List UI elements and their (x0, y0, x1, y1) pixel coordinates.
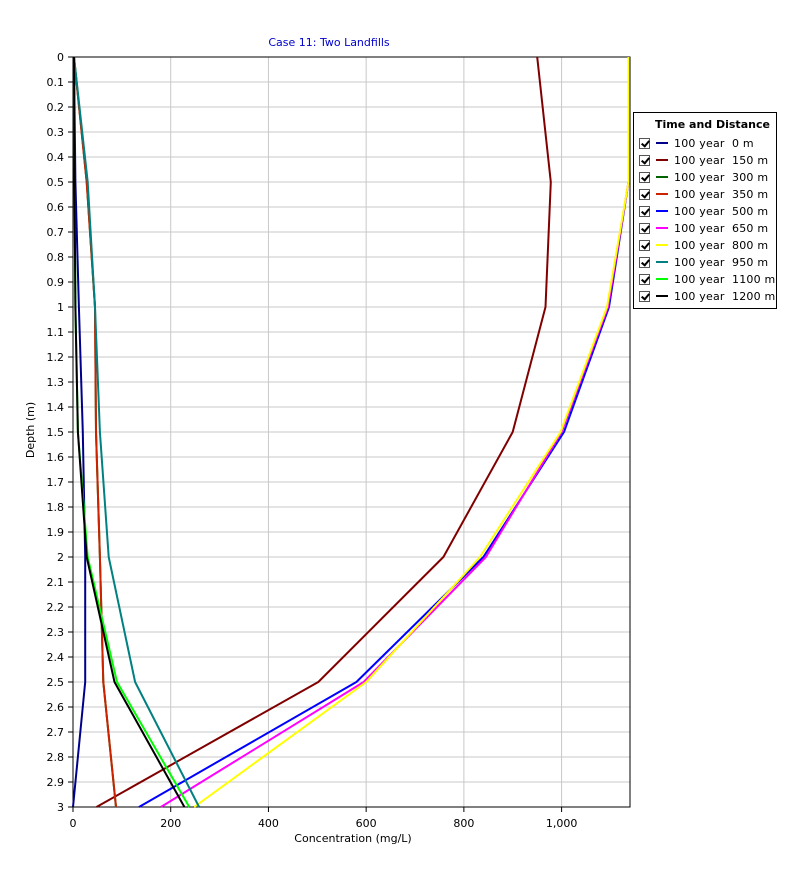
legend-swatch (656, 142, 668, 144)
legend-item[interactable]: 100 year 800 m (639, 238, 768, 252)
y-tick-label: 0.2 (47, 101, 65, 114)
y-tick-label: 1.7 (47, 476, 65, 489)
y-tick-label: 2.4 (47, 651, 65, 664)
legend-item[interactable]: 100 year 350 m (639, 187, 768, 201)
legend-swatch (656, 210, 668, 212)
legend-checkbox[interactable] (639, 205, 650, 217)
legend-title: Time and Distance (655, 118, 770, 131)
legend-item[interactable]: 100 year 150 m (639, 153, 768, 167)
legend-swatch (656, 278, 668, 280)
y-tick-label: 1.8 (47, 501, 65, 514)
y-tick-label: 2.7 (47, 726, 65, 739)
legend-swatch (656, 227, 668, 229)
y-tick-label: 3 (57, 801, 64, 814)
legend-item[interactable]: 100 year 500 m (639, 204, 768, 218)
legend-checkbox[interactable] (639, 290, 650, 302)
y-tick-label: 2.5 (47, 676, 65, 689)
y-axis: 0 0.1 0.2 0.3 0.4 0.5 0.6 0.7 0.8 0.9 1 1.1 1.2 1.3 1.… (47, 51, 73, 814)
y-tick-label: 0.8 (47, 251, 65, 264)
grid (72, 56, 630, 808)
series-line-10 (73, 56, 186, 808)
legend-swatch (656, 295, 668, 297)
legend-swatch (656, 159, 668, 161)
y-tick-label: 2.2 (47, 601, 65, 614)
x-tick-label: 400 (258, 817, 279, 830)
y-tick-label: 2.8 (47, 751, 65, 764)
x-tick-label: 800 (453, 817, 474, 830)
legend-label: 100 year 150 m (674, 153, 769, 167)
legend: Time and Distance 100 year 0 m 100 year 1… (633, 112, 777, 309)
legend-label: 100 year 350 m (674, 187, 769, 201)
legend-label: 100 year 650 m (674, 221, 769, 235)
legend-checkbox[interactable] (639, 137, 650, 149)
y-tick-label: 0.7 (47, 226, 65, 239)
y-tick-label: 1.1 (47, 326, 65, 339)
series-line-2 (96, 56, 552, 808)
legend-item[interactable]: 100 year 0 m (639, 136, 754, 150)
legend-item[interactable]: 100 year 300 m (639, 170, 768, 184)
series-group (72, 56, 630, 808)
y-tick-label: 0.5 (47, 176, 65, 189)
legend-item[interactable]: 100 year 650 m (639, 221, 768, 235)
y-tick-label: 1 (57, 301, 64, 314)
x-axis: 0 200 400 600 800 1,000 (70, 807, 578, 830)
y-tick-label: 2.3 (47, 626, 65, 639)
y-tick-label: 1.5 (47, 426, 65, 439)
chart-title: Case 11: Two Landfills (268, 36, 390, 49)
legend-label: 100 year 1100 m (674, 272, 776, 286)
y-tick-label: 0.6 (47, 201, 65, 214)
legend-checkbox[interactable] (639, 171, 650, 183)
y-tick-label: 2 (57, 551, 64, 564)
legend-item[interactable]: 100 year 1200 m (639, 289, 775, 303)
y-tick-label: 0.4 (47, 151, 65, 164)
y-tick-label: 1.2 (47, 351, 65, 364)
legend-item[interactable]: 100 year 950 m (639, 255, 768, 269)
legend-checkbox[interactable] (639, 273, 650, 285)
y-tick-label: 1.6 (47, 451, 65, 464)
x-tick-label: 1,000 (546, 817, 578, 830)
legend-swatch (656, 193, 668, 195)
y-tick-label: 0 (57, 51, 64, 64)
legend-checkbox[interactable] (639, 222, 650, 234)
y-tick-label: 1.3 (47, 376, 65, 389)
y-tick-label: 2.6 (47, 701, 65, 714)
y-tick-label: 1.4 (47, 401, 65, 414)
legend-label: 100 year 300 m (674, 170, 769, 184)
legend-label: 100 year 500 m (674, 204, 769, 218)
legend-checkbox[interactable] (639, 154, 650, 166)
series-line-8 (73, 56, 200, 808)
legend-swatch (656, 176, 668, 178)
series-line-7 (193, 57, 630, 808)
legend-swatch (656, 244, 668, 246)
x-axis-label: Concentration (mg/L) (294, 832, 411, 845)
x-tick-label: 0 (70, 817, 77, 830)
legend-swatch (656, 261, 668, 263)
y-axis-label: Depth (m) (24, 402, 37, 458)
legend-label: 100 year 0 m (674, 136, 754, 150)
y-tick-label: 1.9 (47, 526, 65, 539)
y-tick-label: 0.3 (47, 126, 65, 139)
legend-label: 100 year 950 m (674, 255, 769, 269)
y-tick-label: 0.1 (47, 76, 65, 89)
legend-checkbox[interactable] (639, 256, 650, 268)
x-tick-label: 200 (160, 817, 181, 830)
y-tick-label: 2.1 (47, 576, 65, 589)
legend-checkbox[interactable] (639, 188, 650, 200)
legend-label: 100 year 1200 m (674, 289, 776, 303)
x-tick-label: 600 (356, 817, 377, 830)
y-tick-label: 2.9 (47, 776, 65, 789)
legend-checkbox[interactable] (639, 239, 650, 251)
legend-item[interactable]: 100 year 1100 m (639, 272, 775, 286)
y-tick-label: 0.9 (47, 276, 65, 289)
legend-label: 100 year 800 m (674, 238, 769, 252)
